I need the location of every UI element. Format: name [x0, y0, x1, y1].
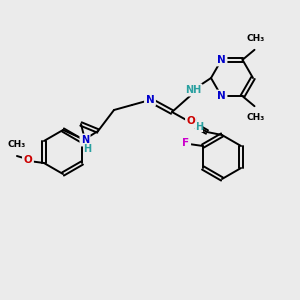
Text: CH₃: CH₃ [246, 34, 265, 43]
Text: N: N [146, 95, 154, 105]
Text: CH₃: CH₃ [8, 140, 26, 149]
Text: H: H [195, 122, 203, 132]
Text: NH: NH [185, 85, 201, 95]
Text: N: N [81, 135, 89, 145]
Text: N: N [217, 91, 226, 101]
Text: O: O [24, 155, 32, 165]
Text: O: O [187, 116, 195, 126]
Text: N: N [217, 55, 226, 65]
Text: H: H [83, 144, 91, 154]
Text: N: N [189, 117, 197, 127]
Text: F: F [182, 138, 190, 148]
Text: CH₃: CH₃ [246, 113, 265, 122]
